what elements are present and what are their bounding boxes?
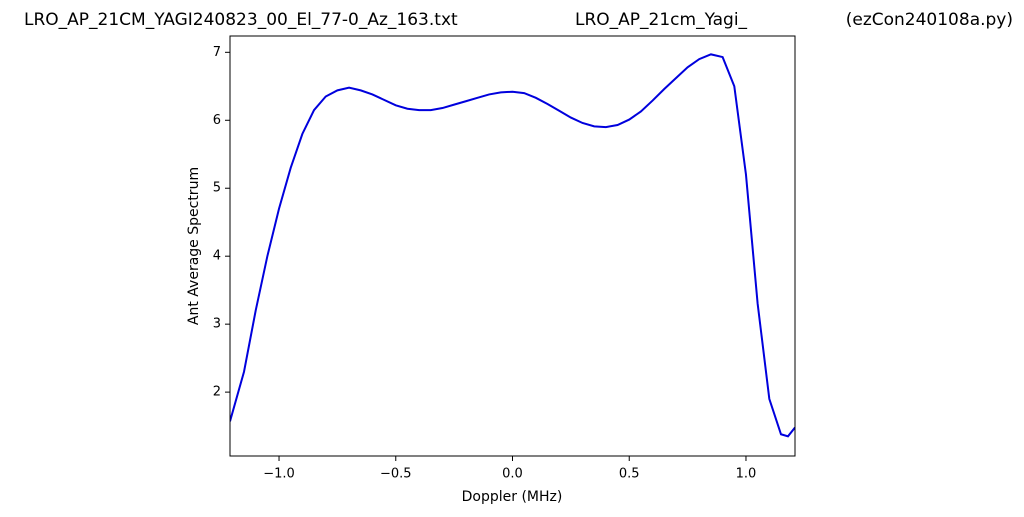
y-tick-label: 7 [213, 45, 221, 60]
x-tick-label: −1.0 [263, 467, 295, 482]
x-tick-label: 0.5 [619, 467, 640, 482]
y-tick-label: 5 [213, 181, 221, 196]
annotation: (ezCon240108a.py) [846, 10, 1013, 30]
y-tick-label: 6 [213, 113, 221, 128]
x-tick-label: −0.5 [380, 467, 412, 482]
line-series [230, 53, 795, 438]
x-axis-label: Doppler (MHz) [462, 489, 563, 505]
y-tick-label: 3 [213, 317, 221, 332]
y-tick-label: 4 [213, 249, 221, 264]
x-tick-label: 0.0 [502, 467, 523, 482]
y-axis-label: Ant Average Spectrum [186, 167, 202, 325]
y-tick-label: 2 [213, 385, 221, 400]
plot-frame [229, 35, 796, 457]
chart-title: LRO_AP_21CM_YAGI240823_00_El_77-0_Az_163… [24, 10, 458, 30]
chart-subtitle: LRO_AP_21cm_Yagi_ [575, 10, 748, 30]
x-tick-label: 1.0 [736, 467, 757, 482]
